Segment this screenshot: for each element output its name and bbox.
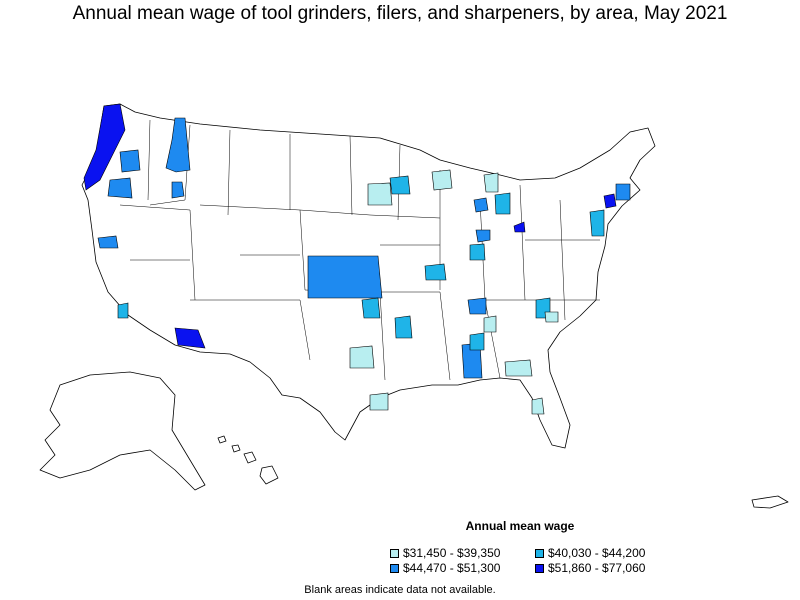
hawaii-islands [217, 435, 279, 485]
legend-title: Annual mean wage [465, 519, 575, 533]
legend-swatch-1 [390, 548, 399, 558]
legend-item-3: $44,470 - $51,300 [390, 561, 500, 575]
puerto-rico [751, 495, 789, 509]
legend-swatch-3 [390, 563, 399, 573]
legend-item-2: $40,030 - $44,200 [535, 546, 645, 560]
legend-item-4: $51,860 - $77,060 [535, 561, 645, 575]
legend-label-4: $51,860 - $77,060 [548, 561, 646, 575]
legend-swatch-4 [535, 563, 544, 573]
footnote: Blank areas indicate data not available. [304, 584, 496, 596]
legend-swatch-2 [535, 548, 544, 558]
legend-label-3: $44,470 - $51,300 [403, 561, 501, 575]
legend-label-1: $31,450 - $39,350 [403, 546, 501, 560]
map-title: Annual mean wage of tool grinders, filer… [72, 3, 728, 24]
legend-label-2: $40,030 - $44,200 [548, 546, 646, 560]
legend-item-1: $31,450 - $39,350 [390, 546, 500, 560]
alaska-outline [39, 371, 206, 491]
